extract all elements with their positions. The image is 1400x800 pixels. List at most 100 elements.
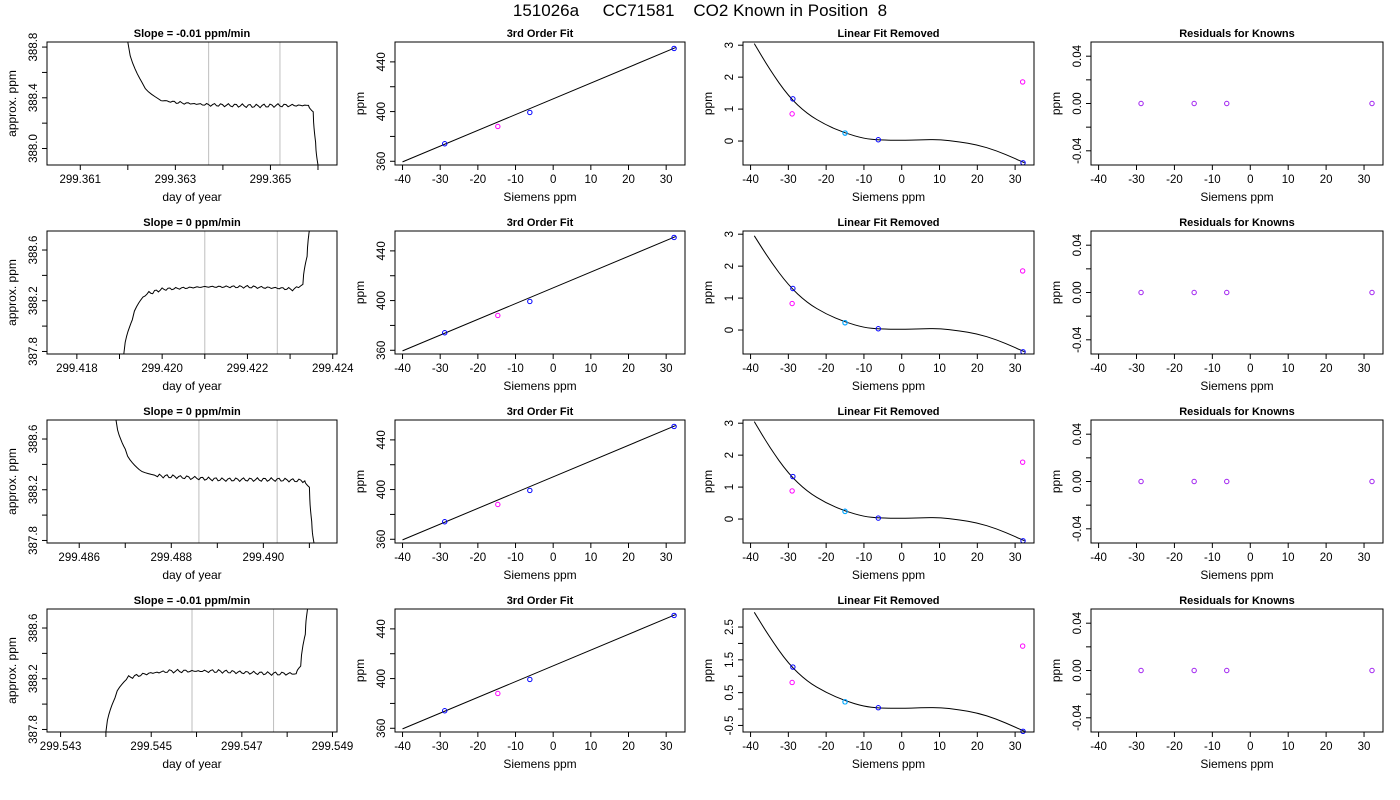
plot-panel-linear-removed-row1: Linear Fit Removed Siemens ppm ppm -40 -30 -2… <box>701 28 1035 204</box>
x-tick-label: -10 <box>856 552 873 564</box>
y-axis-label: ppm <box>353 92 367 115</box>
y-tick-label: 388.4 <box>28 83 40 112</box>
x-tick-label: 20 <box>622 174 635 186</box>
panel-title: Linear Fit Removed <box>837 406 939 418</box>
y-tick-label: 1 <box>724 484 736 490</box>
cubic-fit-curve <box>753 421 1025 542</box>
x-axis-label: day of year <box>162 379 221 393</box>
x-axis-label: Siemens ppm <box>1200 190 1273 204</box>
y-tick-label: 360 <box>376 152 388 171</box>
plot-frame <box>1090 230 1384 355</box>
x-tick-label: 20 <box>622 363 635 375</box>
plot-data-area <box>753 421 1025 542</box>
x-tick-label: 0 <box>899 741 905 753</box>
x-tick-label: 20 <box>1320 174 1333 186</box>
data-point-known_points <box>875 705 881 711</box>
data-point-known_points <box>1020 728 1026 735</box>
plot-panel-time-series-row4: Slope = -0.01 ppm/min day of year approx. … <box>5 595 353 771</box>
data-point-residual_points <box>1224 667 1230 674</box>
data-point-alt_points <box>495 690 501 697</box>
x-tick-label: 299.422 <box>227 363 269 375</box>
x-axis-label: Siemens ppm <box>1200 757 1273 771</box>
y-tick-label: -0.04 <box>1072 704 1084 731</box>
y-tick-label: 0.04 <box>1072 44 1084 67</box>
x-tick-label: 10 <box>933 741 946 753</box>
plot-data-area <box>753 612 1025 732</box>
y-tick-label: 0.04 <box>1072 611 1084 634</box>
x-tick-label: -40 <box>394 741 411 753</box>
x-tick-label: 30 <box>1358 363 1371 375</box>
x-tick-label: 10 <box>584 552 597 564</box>
y-tick-label: 388.6 <box>28 614 40 643</box>
x-tick-label: 299.545 <box>130 741 172 753</box>
x-tick-label: 299.420 <box>141 363 183 375</box>
x-tick-label: -40 <box>742 174 759 186</box>
x-tick-label: -20 <box>470 552 487 564</box>
plot-data-area <box>402 47 676 163</box>
x-axis-label: Siemens ppm <box>852 190 925 204</box>
plot-panel-residuals-row1: Residuals for Knowns Siemens ppm ppm -40 -30… <box>1049 28 1384 204</box>
data-point-known_points <box>442 330 448 336</box>
y-tick-label: 0 <box>724 516 736 522</box>
x-tick-label: 299.418 <box>56 363 98 375</box>
y-axis-label: approx. ppm <box>5 637 19 704</box>
plot-panel-linear-removed-row2: Linear Fit Removed Siemens ppm ppm -40 -30 -2… <box>701 217 1035 393</box>
y-tick-label: 3 <box>724 231 736 237</box>
x-tick-label: 299.486 <box>58 552 100 564</box>
x-tick-label: -40 <box>394 552 411 564</box>
y-tick-label: 360 <box>376 530 388 549</box>
y-tick-label: 0 <box>724 327 736 333</box>
x-tick-label: -20 <box>470 741 487 753</box>
data-point-residual_points <box>1138 667 1144 674</box>
x-tick-label: -30 <box>432 552 449 564</box>
x-tick-label: 10 <box>584 174 597 186</box>
y-axis-label: ppm <box>1049 92 1063 115</box>
x-tick-label: 0 <box>1247 363 1253 375</box>
x-tick-label: 299.549 <box>312 741 354 753</box>
data-point-alt_points <box>789 679 795 686</box>
plot-panel-fit-row4: 3rd Order Fit Siemens ppm ppm -40 -30 -20 -10 0… <box>353 595 686 771</box>
x-tick-label: -10 <box>507 741 524 753</box>
x-tick-label: 10 <box>1282 741 1295 753</box>
y-tick-label: 388.6 <box>28 425 40 454</box>
x-tick-label: 20 <box>622 741 635 753</box>
x-axis-label: day of year <box>162 757 221 771</box>
fit-line <box>402 47 676 163</box>
x-tick-label: -10 <box>856 363 873 375</box>
data-point-residual_points <box>1138 100 1144 107</box>
co2-trace-line <box>105 609 308 732</box>
panel-title: Slope = 0 ppm/min <box>143 406 241 418</box>
plot-frame <box>1090 419 1384 544</box>
x-tick-label: 0 <box>550 363 556 375</box>
data-point-residual_points <box>1191 478 1197 485</box>
data-point-known_points <box>671 234 677 241</box>
y-tick-label: -0.04 <box>1072 515 1084 542</box>
data-point-known_points <box>790 285 796 292</box>
data-point-residual_points <box>1191 667 1197 674</box>
x-tick-label: 30 <box>660 552 673 564</box>
y-axis-label: ppm <box>701 470 715 493</box>
data-point-residual_points <box>1138 478 1144 485</box>
y-tick-label: 440 <box>376 52 388 71</box>
plot-frame <box>46 41 338 166</box>
y-tick-label: 400 <box>376 669 388 688</box>
y-tick-label: 3 <box>724 42 736 48</box>
co2-trace-line <box>115 420 315 543</box>
fit-line <box>402 425 676 541</box>
x-tick-label: -40 <box>1090 363 1107 375</box>
x-tick-label: -10 <box>1204 363 1221 375</box>
data-point-light_points <box>842 699 848 705</box>
x-tick-label: 299.488 <box>150 552 192 564</box>
x-tick-label: -30 <box>1128 363 1145 375</box>
plot-frame <box>46 608 338 733</box>
x-tick-label: 30 <box>1358 174 1371 186</box>
y-tick-label: 388.2 <box>28 664 40 693</box>
fit-line <box>402 236 676 352</box>
x-tick-label: 10 <box>1282 552 1295 564</box>
x-tick-label: -40 <box>742 552 759 564</box>
y-tick-label: 1.5 <box>724 652 736 668</box>
x-tick-label: 10 <box>933 552 946 564</box>
x-tick-label: 30 <box>1009 741 1022 753</box>
y-tick-label: 2.5 <box>724 619 736 635</box>
x-axis-label: day of year <box>162 568 221 582</box>
